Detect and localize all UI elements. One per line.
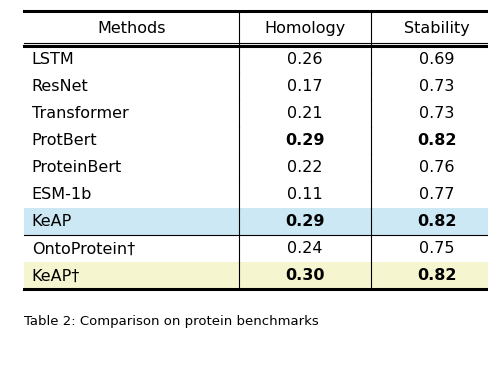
Text: OntoProtein†: OntoProtein† [32, 241, 135, 256]
Text: ResNet: ResNet [32, 79, 88, 94]
Text: Methods: Methods [98, 21, 166, 36]
Text: 0.82: 0.82 [417, 133, 456, 148]
Text: ESM-1b: ESM-1b [32, 187, 92, 202]
Text: 0.76: 0.76 [419, 160, 454, 175]
Text: KeAP: KeAP [32, 214, 72, 229]
Text: ProteinBert: ProteinBert [32, 160, 122, 175]
Text: 0.11: 0.11 [287, 187, 323, 202]
Text: Homology: Homology [264, 21, 346, 36]
Text: Table 2: Comparison on protein benchmarks: Table 2: Comparison on protein benchmark… [24, 315, 319, 328]
Bar [24, 208, 488, 235]
Text: 0.22: 0.22 [287, 160, 323, 175]
Text: 0.24: 0.24 [287, 241, 323, 256]
Text: 0.73: 0.73 [419, 79, 454, 94]
Text: 0.30: 0.30 [285, 268, 325, 283]
Bar [24, 262, 488, 289]
Text: KeAP†: KeAP† [32, 268, 80, 283]
Text: 0.73: 0.73 [419, 106, 454, 121]
Text: 0.29: 0.29 [285, 214, 325, 229]
Text: 0.77: 0.77 [419, 187, 454, 202]
Text: 0.75: 0.75 [419, 241, 454, 256]
Text: 0.21: 0.21 [287, 106, 323, 121]
Text: Stability: Stability [404, 21, 469, 36]
Text: ProtBert: ProtBert [32, 133, 97, 148]
Text: 0.26: 0.26 [287, 52, 323, 67]
Text: 0.82: 0.82 [417, 214, 456, 229]
Text: 0.69: 0.69 [419, 52, 454, 67]
Text: LSTM: LSTM [32, 52, 75, 67]
Text: Transformer: Transformer [32, 106, 128, 121]
Text: 0.29: 0.29 [285, 133, 325, 148]
Text: 0.17: 0.17 [287, 79, 323, 94]
Text: 0.82: 0.82 [417, 268, 456, 283]
